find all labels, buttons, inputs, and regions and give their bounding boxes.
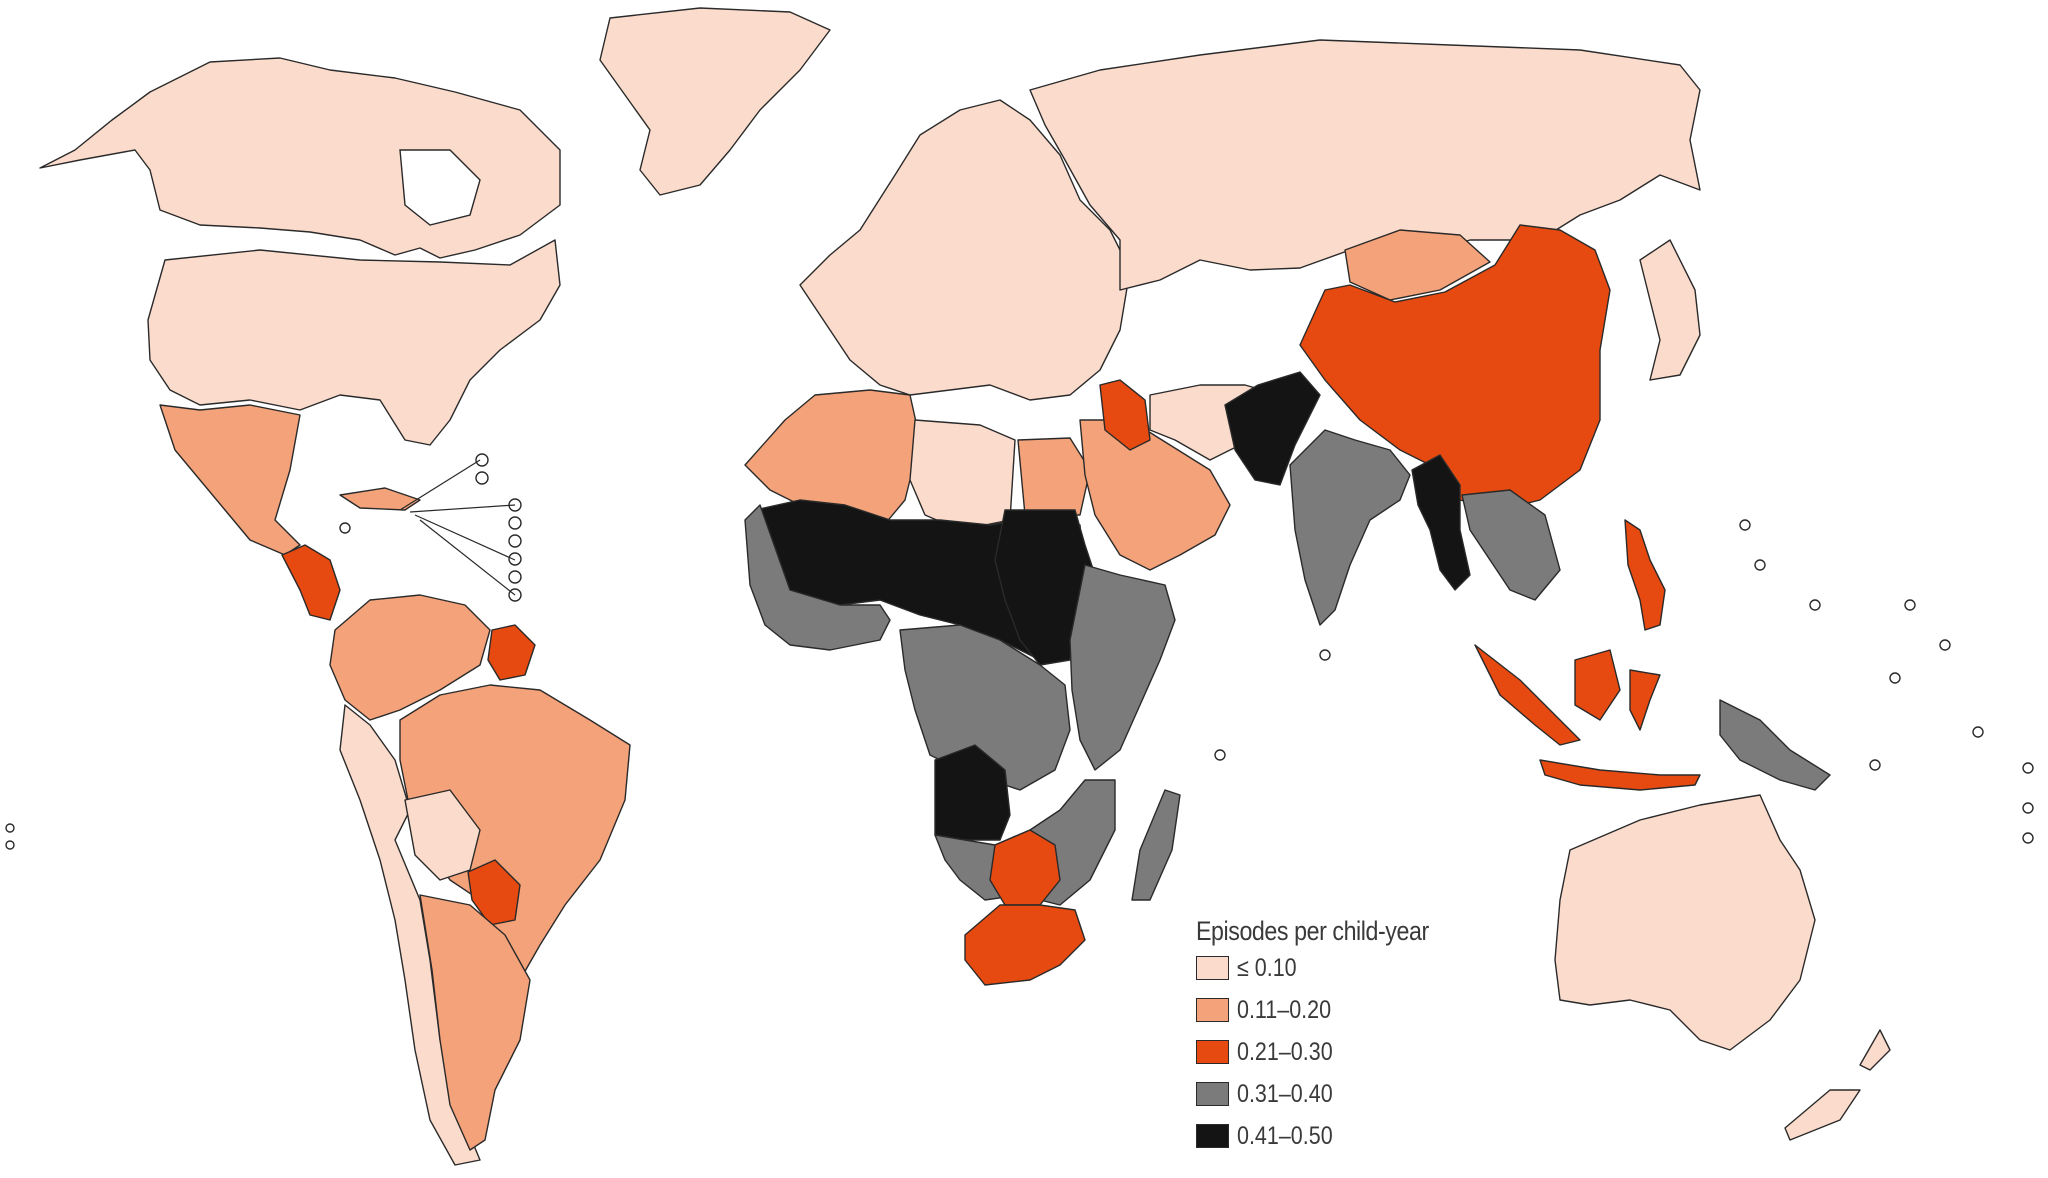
region-zambia-and-zimbabwe: [989, 829, 1061, 906]
legend-swatch: [1196, 1082, 1229, 1106]
hudson-bay: [399, 149, 481, 226]
region-central-africa: [899, 624, 1071, 791]
island-marker: [1754, 559, 1766, 571]
region-angola: [934, 744, 1011, 841]
legend-label: 0.21–0.30: [1237, 1037, 1333, 1066]
region-central-america: [281, 544, 341, 621]
island-marker: [1889, 672, 1901, 684]
region-sudan: [994, 509, 1096, 666]
region-philippines: [1624, 519, 1666, 631]
legend-label: 0.31–0.40: [1237, 1079, 1333, 1108]
legend-swatch: [1196, 1040, 1229, 1064]
region-new-zealand: [1784, 1029, 1891, 1141]
island-leader-lines: [399, 459, 516, 596]
island-marker: [475, 471, 489, 485]
island-marker: [1739, 519, 1751, 531]
island-marker: [508, 570, 522, 584]
region-southeast-asia-mainland: [1461, 489, 1561, 601]
island-marker: [508, 516, 522, 530]
region-united-states: [147, 239, 561, 446]
region-bolivia: [404, 789, 481, 881]
region-mexico: [159, 404, 301, 556]
region-caribbean: [339, 487, 421, 511]
island-marker: [1939, 639, 1951, 651]
legend-item-le-0-10: ≤ 0.10: [1196, 947, 1516, 989]
region-south-africa: [964, 904, 1086, 986]
island-marker: [5, 840, 15, 850]
region-indonesia: [1474, 644, 1701, 791]
region-pakistan: [1224, 371, 1321, 486]
region-japan: [1639, 239, 1701, 381]
legend-swatch: [1196, 956, 1229, 980]
island-marker: [5, 823, 15, 833]
region-india: [1289, 429, 1411, 626]
region-paraguay: [467, 859, 521, 926]
legend-item-0-31-0-40: 0.31–0.40: [1196, 1073, 1516, 1115]
region-australia: [1554, 794, 1816, 1051]
region-canada-and-alaska: [39, 57, 561, 259]
island-marker: [1319, 649, 1331, 661]
legend-swatch: [1196, 998, 1229, 1022]
legend-label: ≤ 0.10: [1237, 953, 1297, 982]
region-mongolia: [1344, 229, 1491, 301]
island-marker: [1869, 759, 1881, 771]
island-marker: [1904, 599, 1916, 611]
island-marker: [2022, 762, 2034, 774]
legend-label: 0.41–0.50: [1237, 1121, 1333, 1150]
legend-item-0-11-0-20: 0.11–0.20: [1196, 989, 1516, 1031]
region-madagascar: [1131, 789, 1181, 901]
island-marker: [339, 522, 351, 534]
island-marker: [2022, 832, 2034, 844]
region-middle-east: [1079, 419, 1231, 571]
map-legend: Episodes per child-year ≤ 0.10 0.11–0.20…: [1196, 916, 1516, 1157]
region-papua-new-guinea: [1719, 699, 1831, 791]
island-marker: [1972, 726, 1984, 738]
region-china: [1299, 224, 1611, 511]
region-argentina: [419, 894, 531, 1151]
island-marker: [2022, 802, 2034, 814]
island-marker: [1214, 749, 1226, 761]
legend-title: Episodes per child-year: [1196, 916, 1429, 946]
legend-swatch: [1196, 1124, 1229, 1148]
legend-item-0-21-0-30: 0.21–0.30: [1196, 1031, 1516, 1073]
legend-label: 0.11–0.20: [1237, 995, 1332, 1024]
region-greenland: [599, 7, 831, 196]
island-marker: [508, 534, 522, 548]
island-marker: [1809, 599, 1821, 611]
region-east-africa: [1069, 564, 1176, 771]
region-myanmar: [1411, 454, 1471, 591]
island-marker: [475, 453, 489, 467]
region-egypt: [1017, 437, 1091, 516]
region-west-africa: [744, 504, 891, 651]
region-iraq: [1099, 379, 1151, 451]
legend-item-0-41-0-50: 0.41–0.50: [1196, 1115, 1516, 1157]
region-libya: [909, 419, 1016, 531]
island-marker: [508, 552, 522, 566]
region-guianas: [487, 624, 536, 681]
region-colombia-and-venezuela: [329, 594, 491, 721]
